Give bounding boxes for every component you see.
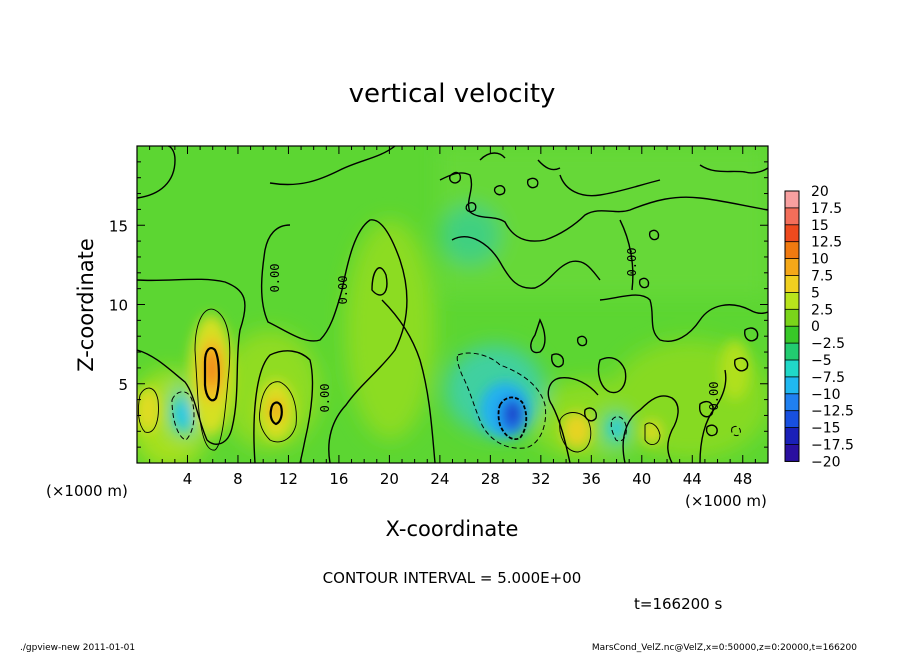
colorbar-swatch <box>785 427 799 445</box>
time-stamp: t=166200 s <box>634 595 722 613</box>
colorbar-label: 10 <box>811 252 829 268</box>
contour-label-group: 0.00 0.00 0.00 0.00 0.00 <box>268 248 721 413</box>
colorbar-label: −12.5 <box>811 404 854 420</box>
color-field-detail <box>137 315 750 448</box>
colorbar-swatch <box>785 191 799 208</box>
y-axis: 5 10 15 <box>109 161 768 448</box>
colorbar-swatch <box>785 410 799 428</box>
colorbar-label: 12.5 <box>811 235 842 251</box>
x-axis: 4 8 12 16 20 24 28 32 36 40 44 48 <box>149 146 756 488</box>
colorbar-swatch <box>785 224 799 242</box>
colorbar-swatch <box>785 309 799 327</box>
x-tick-label: 8 <box>233 470 243 488</box>
colorbar-label: 20 <box>811 184 829 200</box>
y-tick-label: 5 <box>118 376 128 394</box>
contour-interval: CONTOUR INTERVAL = 5.000E+00 <box>323 569 582 587</box>
y-axis-label: Z-coordinate <box>74 238 98 372</box>
footer-right: MarsCond_VelZ.nc@VelZ,x=0:50000,z=0:2000… <box>592 643 857 653</box>
colorbar-label: −2.5 <box>811 336 845 352</box>
colorbar-label: −20 <box>811 454 841 470</box>
x-tick-label: 4 <box>183 470 193 488</box>
colorbar-swatch <box>785 258 799 276</box>
colorbar-label: −7.5 <box>811 370 845 386</box>
x-tick-label: 12 <box>279 470 298 488</box>
colorbar-swatch <box>785 376 799 394</box>
x-tick-label: 20 <box>380 470 399 488</box>
colorbar-swatch <box>785 241 799 259</box>
y-tick-label: 10 <box>109 297 128 315</box>
x-tick-label: 28 <box>481 470 500 488</box>
chart-title: vertical velocity <box>349 79 556 109</box>
x-tick-label: 36 <box>582 470 601 488</box>
colorbar-label: 2.5 <box>811 302 833 318</box>
colorbar-swatch <box>785 326 799 344</box>
colorbar-swatch <box>785 343 799 360</box>
colorbar-swatch <box>785 207 799 225</box>
colorbar-label: 0 <box>811 319 820 335</box>
x-tick-label: 24 <box>430 470 449 488</box>
contour-label: 0.00 <box>707 382 721 411</box>
x-tick-label: 44 <box>683 470 702 488</box>
contour-label: 0.00 <box>625 248 639 277</box>
colorbar-swatch <box>785 393 799 411</box>
colorbar-label: 7.5 <box>811 269 833 285</box>
x-tick-label: 40 <box>632 470 651 488</box>
colorbar-swatch <box>785 292 799 310</box>
colorbar-label: −5 <box>811 353 832 369</box>
x-tick-label: 16 <box>329 470 348 488</box>
x-unit-left: (×1000 m) <box>46 482 128 500</box>
y-tick-label: 15 <box>109 217 128 235</box>
colorbar: 2017.51512.5107.552.50−2.5−5−7.5−10−12.5… <box>784 184 854 470</box>
colorbar-swatch <box>785 275 799 293</box>
plot-area: 0.00 0.00 0.00 0.00 0.00 <box>137 146 768 463</box>
colorbar-swatch <box>785 360 799 377</box>
contour-lines <box>137 146 768 463</box>
colorbar-label: −10 <box>811 387 841 403</box>
x-tick-label: 32 <box>531 470 550 488</box>
footer-left: ./gpview-new 2011-01-01 <box>20 643 135 653</box>
x-tick-label: 48 <box>733 470 752 488</box>
x-axis-label: X-coordinate <box>386 517 519 541</box>
contour-label: 0.00 <box>318 384 332 413</box>
colorbar-swatch <box>785 444 799 462</box>
colorbar-label: 5 <box>811 285 820 301</box>
x-unit-right: (×1000 m) <box>685 492 767 510</box>
colorbar-label: 17.5 <box>811 201 842 217</box>
colorbar-label: −15 <box>811 421 841 437</box>
colorbar-label: 15 <box>811 218 829 234</box>
contour-label: 0.00 <box>268 264 282 293</box>
contour-label: 0.00 <box>336 276 350 305</box>
colorbar-label: −17.5 <box>811 438 854 454</box>
